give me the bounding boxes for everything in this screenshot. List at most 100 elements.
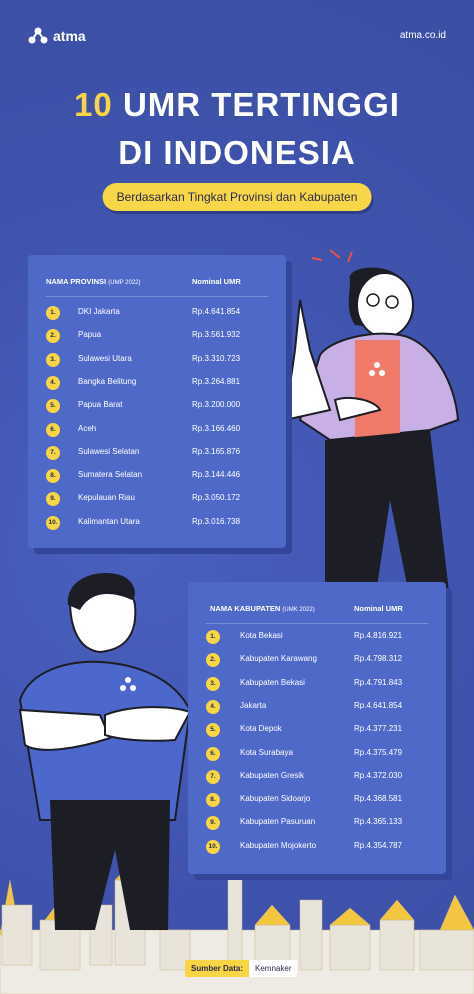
kabupaten-value: Rp.4.641.854 [354, 700, 403, 710]
atma-logo-icon [28, 27, 48, 44]
provinsi-row: 10. Kalimantan Utara Rp.3.016.738 [28, 513, 286, 533]
provinsi-name: DKI Jakarta [78, 307, 120, 316]
kabupaten-col-name: NAMA KABUPATEN (UMK 2022) [210, 604, 315, 613]
kabupaten-row: 1. Kota Bekasi Rp.4.816.921 [188, 627, 446, 647]
provinsi-value: Rp.3.050.172 [192, 493, 241, 503]
rank-badge: 9. [206, 816, 220, 831]
rank-badge: 6. [46, 422, 60, 437]
kabupaten-name: Jakarta [240, 700, 267, 710]
provinsi-row: 9. Kepulauan Riau Rp.3.050.172 [28, 489, 286, 509]
provinsi-col-note: (UMP 2022) [108, 280, 141, 286]
kabupaten-row: 9. Kabupaten Pasuruan Rp.4.365.133 [188, 813, 446, 833]
rank-badge: 1. [46, 306, 60, 320]
kabupaten-value: Rp.4.791.843 [354, 677, 403, 687]
woman-illustration [283, 249, 460, 600]
source-note: Sumber Data: Kemnaker [185, 960, 298, 977]
kabupaten-divider [206, 623, 428, 624]
provinsi-name: Papua [78, 330, 102, 340]
kabupaten-row: 8. Kabupaten Sidoarjo Rp.4.368.581 [188, 790, 446, 810]
provinsi-row: 5. Papua Barat Rp.3.200.000 [28, 396, 286, 416]
provinsi-value: Rp.3.561.932 [192, 330, 241, 340]
provinsi-table: NAMA PROVINSI (UMP 2022) Nominal UMR 1. D… [28, 255, 286, 548]
provinsi-name: Sulawesi Selatan [78, 446, 140, 456]
kabupaten-value: Rp.4.377.231 [354, 724, 403, 734]
provinsi-value: Rp.3.200.000 [192, 400, 241, 410]
top-bar: atma atma.co.id [0, 22, 474, 52]
source-label: Sumber Data: [185, 960, 250, 977]
kabupaten-row: 4. Jakarta Rp.4.641.854 [188, 697, 446, 717]
rank-badge: 9. [46, 492, 60, 507]
rank-badge: 3. [206, 676, 220, 691]
rank-badge: 2. [206, 653, 220, 668]
kabupaten-name: Kota Surabaya [240, 747, 293, 757]
rank-badge: 7. [206, 769, 220, 784]
provinsi-value: Rp.3.144.446 [192, 470, 241, 480]
provinsi-name: Aceh [78, 423, 97, 433]
brand-name: atma [53, 28, 86, 44]
kabupaten-col-name-label: NAMA KABUPATEN [210, 604, 281, 613]
provinsi-row: 4. Bangka Belitung Rp.3.264.881 [28, 373, 286, 393]
kabupaten-row: 7. Kabupaten Gresik Rp.4.372.030 [188, 767, 446, 787]
rank-badge: 1. [206, 630, 220, 644]
provinsi-row: 2. Papua Rp.3.561.932 [28, 326, 286, 346]
kabupaten-row: 6. Kota Surabaya Rp.4.375.479 [188, 744, 446, 764]
provinsi-table-header: NAMA PROVINSI (UMP 2022) Nominal UMR [28, 255, 286, 286]
provinsi-col-name: NAMA PROVINSI (UMP 2022) [46, 277, 141, 286]
subtitle-pill: Berdasarkan Tingkat Provinsi dan Kabupat… [102, 183, 372, 211]
provinsi-value: Rp.3.165.876 [192, 446, 241, 456]
kabupaten-value: Rp.4.372.030 [354, 770, 403, 780]
provinsi-row: 8. Sumatera Selatan Rp.3.144.446 [28, 466, 286, 486]
title-line-2: DI INDONESIA [118, 134, 356, 171]
rank-badge: 4. [46, 375, 60, 390]
title-line-1-text: UMR TERTINGGI [122, 86, 400, 123]
rank-badge: 3. [46, 352, 60, 367]
kabupaten-value: Rp.4.354.787 [354, 840, 403, 850]
provinsi-name: Sumatera Selatan [78, 470, 143, 480]
kabupaten-value: Rp.4.375.479 [354, 747, 403, 757]
kabupaten-name: Kota Depok [240, 724, 282, 734]
kabupaten-table: NAMA KABUPATEN (UMK 2022) Nominal UMR 1.… [188, 582, 446, 874]
rank-badge: 10. [46, 515, 60, 530]
provinsi-row: 1. DKI Jakarta Rp.4.641.854 [28, 303, 286, 323]
rank-badge: 2. [46, 329, 60, 344]
title-number: 10 [74, 86, 113, 123]
title-line-1: 10 UMR TERTINGGI [0, 86, 474, 124]
rank-badge: 4. [206, 699, 220, 714]
kabupaten-name: Kabupaten Mojokerto [240, 840, 317, 850]
kabupaten-value: Rp.4.798.312 [354, 654, 403, 664]
provinsi-row: 7. Sulawesi Selatan Rp.3.165.876 [28, 443, 286, 463]
kabupaten-row: 2. Kabupaten Karawang Rp.4.798.312 [188, 650, 446, 670]
provinsi-divider [46, 296, 268, 297]
kabupaten-table-header: NAMA KABUPATEN (UMK 2022) Nominal UMR [188, 582, 446, 613]
provinsi-value: Rp.3.016.738 [192, 516, 241, 526]
provinsi-name: Sulawesi Utara [78, 353, 132, 363]
provinsi-value: Rp.3.166.460 [192, 423, 241, 433]
provinsi-name: Papua Barat [78, 400, 123, 410]
provinsi-name: Kepulauan Riau [78, 493, 135, 503]
provinsi-name: Kalimantan Utara [78, 516, 140, 526]
kabupaten-name: Kabupaten Bekasi [240, 677, 305, 687]
kabupaten-value: Rp.4.368.581 [354, 794, 403, 804]
kabupaten-name: Kabupaten Sidoarjo [240, 794, 311, 804]
provinsi-row: 6. Aceh Rp.3.166.460 [28, 420, 286, 440]
rank-badge: 5. [206, 723, 220, 738]
provinsi-row: 3. Sulawesi Utara Rp.3.310.723 [28, 350, 286, 370]
kabupaten-name: Kota Bekasi [240, 631, 283, 640]
rank-badge: 5. [46, 399, 60, 414]
kabupaten-col-value: Nominal UMR [354, 604, 403, 613]
provinsi-col-value: Nominal UMR [192, 277, 241, 286]
kabupaten-value: Rp.4.365.133 [354, 817, 403, 827]
kabupaten-value: Rp.4.816.921 [354, 631, 403, 640]
brand-logo[interactable]: atma [28, 27, 86, 45]
kabupaten-name: Kabupaten Gresik [240, 770, 305, 780]
shirt-logo-icon [120, 362, 385, 691]
rank-badge: 6. [206, 746, 220, 761]
provinsi-value: Rp.3.264.881 [192, 376, 241, 386]
site-url[interactable]: atma.co.id [399, 30, 446, 41]
rank-badge: 8. [46, 469, 60, 484]
man-illustration [18, 573, 192, 930]
kabupaten-name: Kabupaten Pasuruan [240, 817, 316, 827]
kabupaten-col-note: (UMK 2022) [282, 607, 315, 613]
